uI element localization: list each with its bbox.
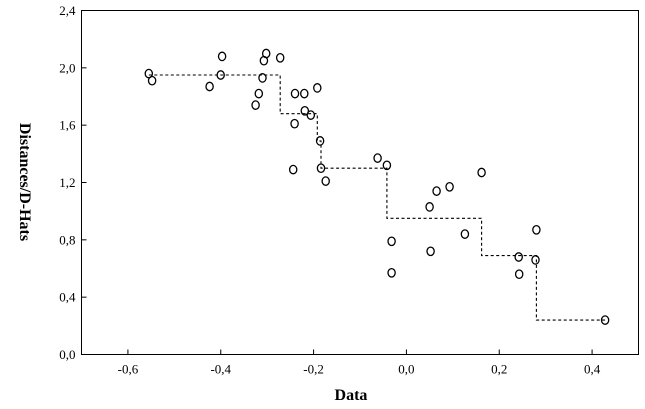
data-point	[373, 153, 382, 163]
x-tick-label: -0,4	[210, 362, 231, 377]
step-function-line	[148, 74, 606, 321]
data-point	[313, 83, 322, 93]
data-point	[205, 81, 214, 92]
x-tick-label: 0,4	[584, 362, 601, 377]
tick-marks	[81, 10, 593, 355]
x-tick-label: -0,6	[118, 362, 139, 377]
data-point	[261, 48, 271, 59]
data-point	[477, 167, 486, 178]
data-point	[460, 229, 470, 239]
y-axis-title: Distances/D-Hats	[16, 123, 33, 241]
data-point	[321, 176, 330, 186]
data-point	[387, 267, 396, 278]
data-point	[258, 73, 267, 83]
data-point	[532, 224, 541, 235]
data-point	[147, 75, 157, 86]
x-tick-label: 0,0	[398, 362, 414, 377]
x-tick-label: 0,2	[491, 362, 507, 377]
data-point	[290, 88, 300, 99]
data-point	[300, 88, 309, 99]
data-point	[600, 315, 610, 325]
data-point	[275, 52, 285, 63]
y-tick-label: 0,4	[59, 290, 76, 305]
plot-frame	[81, 10, 639, 355]
data-point	[514, 269, 524, 280]
data-point	[514, 252, 523, 262]
data-point	[217, 51, 227, 62]
data-point	[251, 100, 260, 110]
x-tick-label: -0,2	[303, 362, 324, 377]
data-point	[426, 246, 435, 257]
data-point	[300, 105, 310, 116]
data-point	[387, 236, 396, 247]
data-point	[288, 164, 298, 175]
y-tick-label: 2,4	[59, 3, 76, 18]
data-point	[315, 136, 325, 146]
data-point	[445, 181, 454, 192]
y-tick-label: 0,0	[59, 347, 75, 362]
data-points	[144, 48, 610, 325]
data-point	[254, 88, 264, 99]
data-point	[316, 163, 326, 174]
y-tick-label: 2,0	[59, 60, 75, 75]
data-point	[382, 160, 392, 171]
y-tick-label: 0,8	[59, 232, 75, 247]
data-point	[425, 202, 434, 212]
y-tick-label: 1,6	[59, 118, 76, 133]
data-point	[216, 70, 225, 80]
y-tick-labels: 0,0 0,4 0,8 1,2 1,6 2,0 2,4	[59, 3, 76, 362]
data-point	[306, 110, 316, 120]
y-tick-label: 1,2	[59, 175, 75, 190]
data-point	[531, 255, 540, 265]
x-axis-title: Data	[335, 387, 368, 404]
data-point	[290, 118, 299, 129]
x-tick-labels: -0,6 -0,4 -0,2 0,0 0,2 0,4	[118, 362, 601, 377]
data-point	[432, 186, 441, 196]
